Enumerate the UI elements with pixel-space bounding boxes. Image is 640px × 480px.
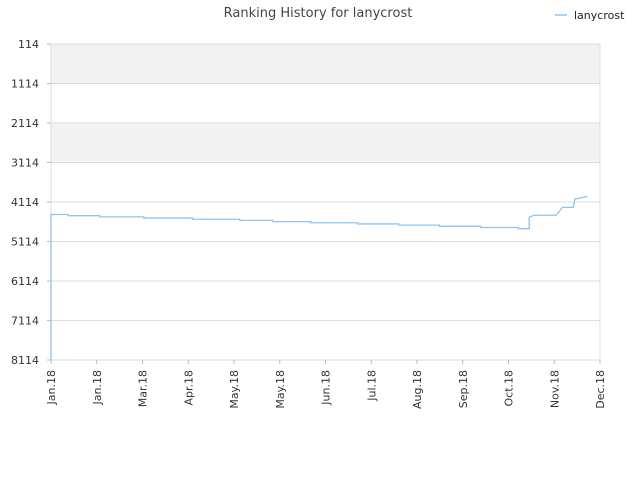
gridlines <box>50 43 601 361</box>
y-axis: 114 1114 2114 3114 4114 5114 6114 7114 8114 <box>11 38 51 367</box>
x-tick-label: Jan.18 <box>45 370 58 405</box>
legend: lanycrost <box>555 9 625 22</box>
x-tick-label: May.18 <box>274 370 287 409</box>
chart-title: Ranking History for lanycrost <box>224 6 413 21</box>
plot-bands <box>51 44 600 163</box>
x-tick-label: May.18 <box>228 370 241 409</box>
x-tick-label: Nov.18 <box>548 370 561 408</box>
y-tick-label: 1114 <box>11 78 39 91</box>
y-tick-label: 5114 <box>11 236 39 249</box>
x-tick-label: Sep.18 <box>457 370 470 408</box>
x-tick-label: Apr.18 <box>182 370 195 406</box>
series-group <box>50 195 588 360</box>
legend-label: lanycrost <box>574 9 625 22</box>
series-line-lanycrost <box>50 195 588 360</box>
plot-band <box>51 123 600 163</box>
x-axis: Jan.18 Jan.18 Mar.18 Apr.18 May.18 May.18 Jun.… <box>45 360 607 409</box>
y-tick-label: 4114 <box>11 196 39 209</box>
x-tick-label: Aug.18 <box>411 370 424 409</box>
y-tick-label: 3114 <box>11 157 39 170</box>
x-tick-label: Jul.18 <box>365 370 378 402</box>
x-tick-label: Jan.18 <box>91 370 104 405</box>
y-tick-label: 7114 <box>11 315 39 328</box>
x-tick-label: Mar.18 <box>137 370 150 407</box>
y-tick-label: 8114 <box>11 354 39 367</box>
y-tick-label: 114 <box>18 38 39 51</box>
x-tick-label: Jun.18 <box>320 370 333 406</box>
y-tick-label: 6114 <box>11 275 39 288</box>
plot-band <box>51 44 600 84</box>
x-tick-label: Oct.18 <box>503 370 516 407</box>
x-tick-label: Dec.18 <box>594 370 607 409</box>
y-tick-label: 2114 <box>11 117 39 130</box>
